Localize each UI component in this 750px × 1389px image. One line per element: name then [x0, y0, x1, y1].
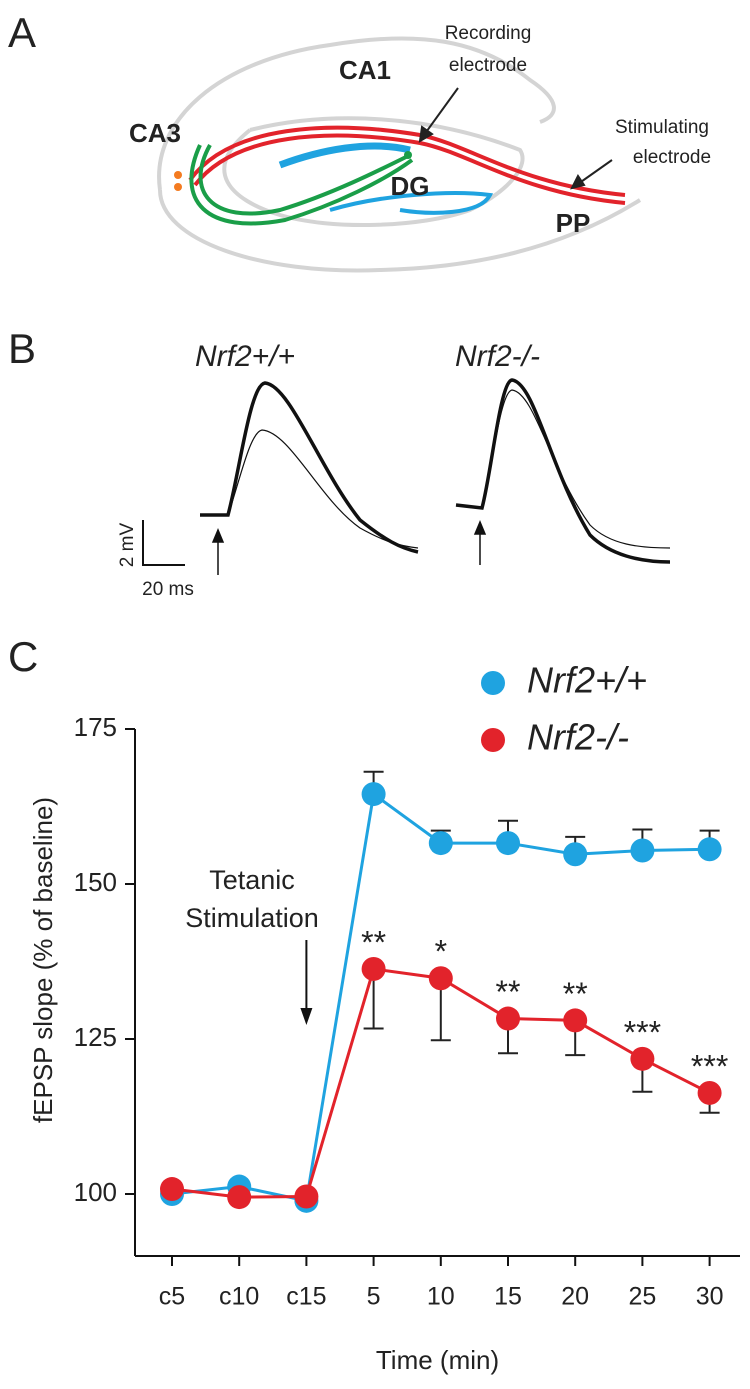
data-point	[697, 837, 722, 862]
stimulus-arrows	[211, 520, 487, 575]
data-point	[428, 966, 453, 991]
data-point	[428, 831, 453, 856]
cell	[174, 171, 182, 179]
x-tick-label: 5	[367, 1283, 381, 1311]
data-point	[227, 1185, 252, 1210]
panel-label: C	[8, 633, 38, 680]
data-point	[361, 956, 386, 981]
significance-label: *	[435, 934, 447, 970]
data-point	[630, 838, 655, 863]
significance-label: ***	[691, 1048, 728, 1084]
electrode-label: Stimulating	[615, 117, 709, 138]
panel-label: B	[8, 325, 36, 372]
annotation-arrow-head	[300, 1008, 313, 1025]
annotation: Stimulation	[185, 903, 319, 933]
legend-marker	[481, 671, 505, 695]
x-tick-label: c10	[219, 1283, 259, 1311]
data-point	[563, 1008, 588, 1033]
data-point	[361, 782, 386, 807]
legend-label: Nrf2-/-	[527, 717, 629, 758]
data-point	[294, 1184, 319, 1209]
data-point	[160, 1177, 184, 1202]
trace-title: Nrf2-/-	[455, 340, 540, 373]
data-point	[496, 831, 520, 856]
data-point	[630, 1046, 655, 1071]
trace-title: Nrf2+/+	[195, 340, 295, 373]
significance-label: **	[563, 976, 588, 1012]
y-tick-label: 125	[74, 1022, 117, 1052]
ltp-chart: C 100 125 150 175 c5 c10 c15 5 10 15 20 25 30 Time (m…	[8, 633, 740, 1375]
cell	[404, 151, 412, 159]
x-tick-label: 25	[628, 1283, 656, 1311]
data-point	[697, 1080, 722, 1105]
y-tick-label: 175	[74, 712, 117, 742]
x-tick-label: c15	[286, 1283, 326, 1311]
legend-marker	[481, 728, 505, 752]
significance-label: **	[361, 924, 386, 960]
significance-label: ***	[624, 1014, 661, 1050]
electrode-label: Recording	[445, 23, 532, 44]
x-axis-title: Time (min)	[376, 1345, 499, 1375]
data-point	[563, 842, 588, 867]
legend-label: Nrf2+/+	[527, 660, 647, 701]
pathways	[188, 125, 626, 226]
region-label: CA1	[339, 55, 391, 85]
y-tick-label: 100	[74, 1177, 117, 1207]
x-tick-label: 15	[494, 1283, 522, 1311]
y-tick-label: 150	[74, 867, 117, 897]
region-label: PP	[556, 208, 591, 238]
annotation: Tetanic	[209, 865, 295, 895]
scale-label: 20 ms	[142, 579, 194, 600]
region-label: CA3	[129, 118, 181, 148]
y-axis-title: fEPSP slope (% of baseline)	[28, 797, 58, 1123]
x-tick-label: c5	[159, 1283, 185, 1311]
x-tick-label: 30	[696, 1283, 724, 1311]
traces	[142, 378, 671, 566]
scale-label: 2 mV	[117, 523, 138, 568]
cell	[174, 183, 182, 191]
x-tick-label: 20	[561, 1283, 589, 1311]
region-label: DG	[391, 171, 430, 201]
electrode-label: electrode	[633, 147, 711, 168]
electrodes	[418, 87, 613, 190]
panel-label: A	[8, 9, 36, 56]
data-point	[496, 1006, 520, 1031]
significance-label: **	[496, 974, 521, 1010]
electrode-label: electrode	[449, 55, 527, 76]
x-tick-label: 10	[427, 1283, 455, 1311]
